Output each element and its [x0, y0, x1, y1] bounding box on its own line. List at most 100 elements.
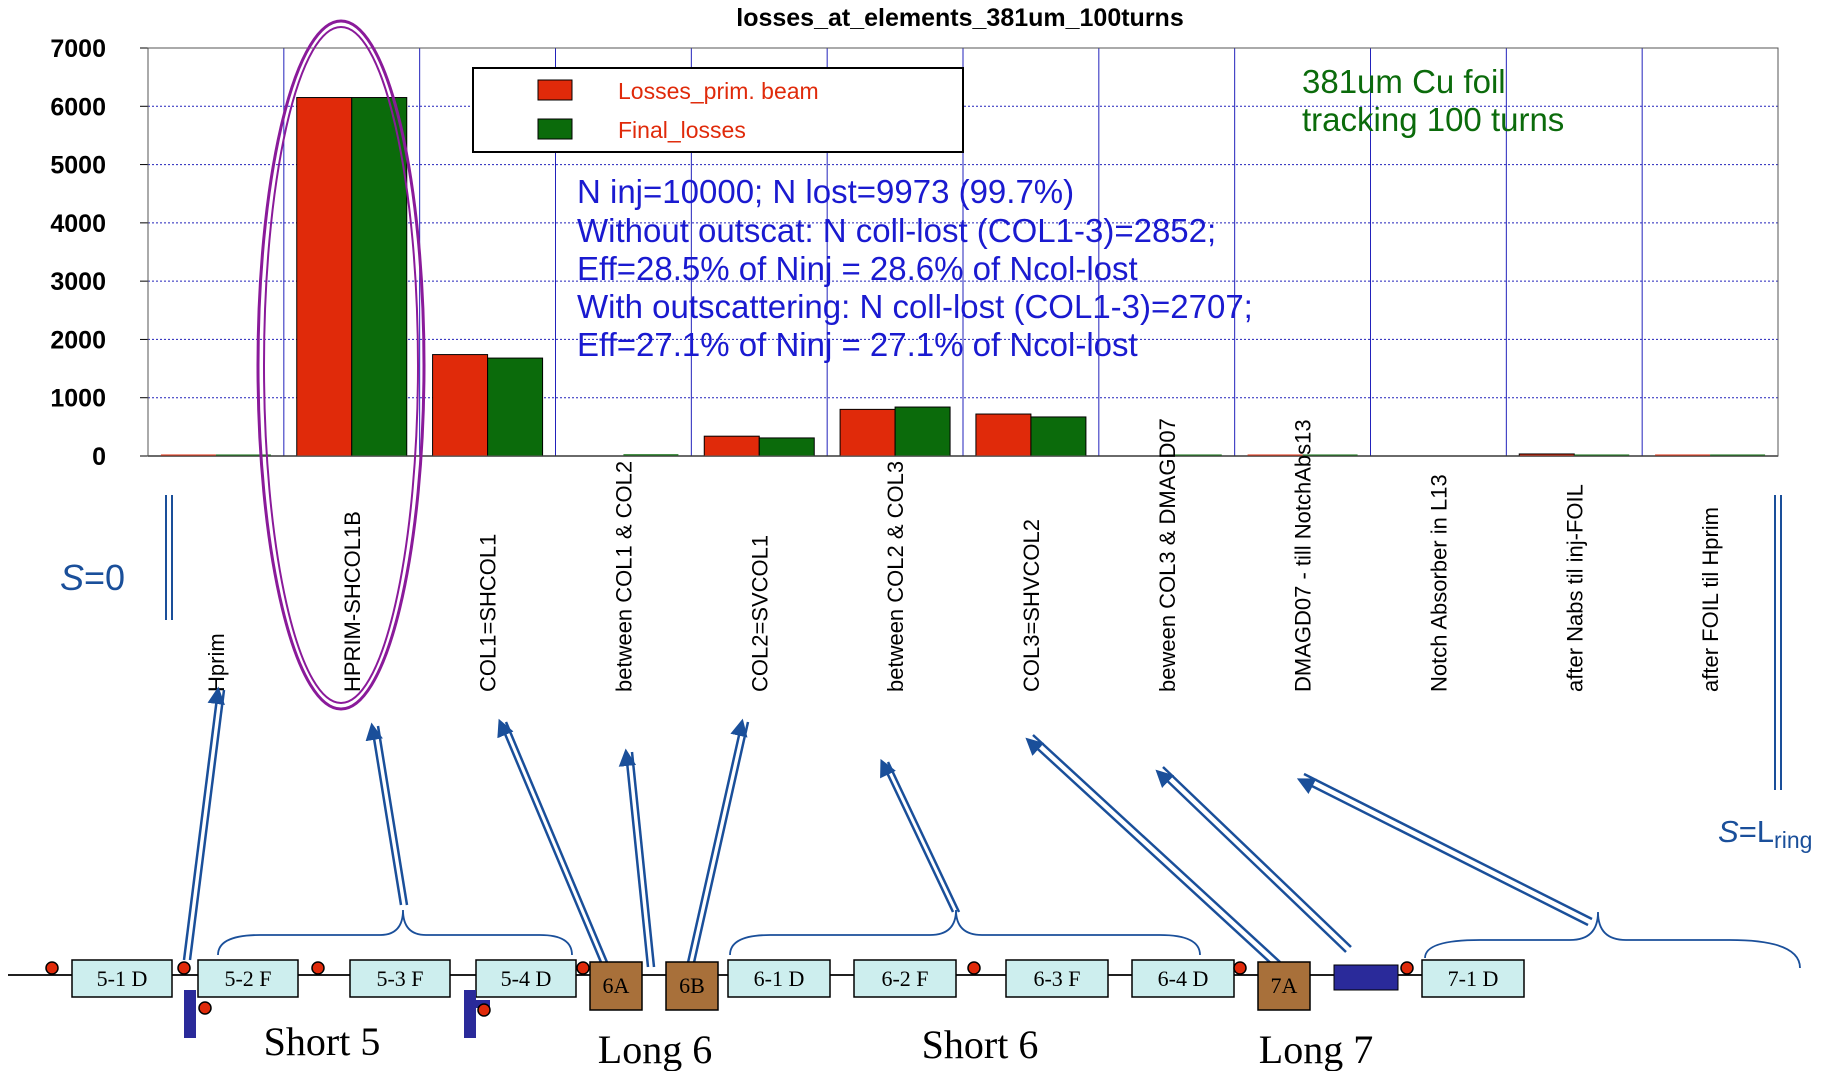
category-label: between COL1 & COL2: [611, 461, 636, 692]
bpm-dot: [311, 961, 325, 975]
arrow-hprim: [182, 686, 225, 961]
bar-final-losses-6: [1030, 416, 1087, 457]
svg-text:5-2 F: 5-2 F: [224, 966, 271, 991]
stats-line-3: Eff=28.5% of Ninj = 28.6% of Ncol-lost: [577, 250, 1138, 287]
stats-line-2: Without outscat: N coll-lost (COL1-3)=28…: [577, 212, 1216, 249]
svg-text:7A: 7A: [1271, 973, 1298, 998]
collimator-6a: 6A: [589, 961, 643, 1011]
highlight-ellipse: [256, 19, 426, 711]
svg-text:6-2 F: 6-2 F: [881, 966, 928, 991]
legend-swatch-series-1: [537, 118, 573, 140]
arrow-short6-b: [886, 761, 961, 913]
bar-losses-prim-beam-2: [432, 354, 489, 457]
category-label: beween COL3 & DMAGD07: [1155, 418, 1180, 692]
foil-annotation-line-1: 381um Cu foil: [1302, 63, 1506, 100]
bpm-dot: [1233, 961, 1247, 975]
arrow-col3-b: [1032, 734, 1281, 963]
legend-swatch-series-0: [537, 79, 573, 101]
bpm-dot: [576, 961, 590, 975]
stats-annotation: N inj=10000; N lost=9973 (99.7%) Without…: [577, 173, 1253, 363]
category-label: after FOIL til Hprim: [1698, 507, 1723, 692]
s-end-label: S=Lring: [1718, 814, 1812, 853]
legend-label-series-0: Losses_prim. beam: [618, 78, 819, 104]
brace-long7: [1424, 911, 1801, 969]
arrow-col2-b: [691, 721, 750, 968]
bar-losses-prim-beam-11: [1655, 454, 1711, 456]
bar-losses-prim-beam-6: [975, 413, 1032, 457]
bpm-dot: [177, 961, 191, 975]
quad-7-1: 7-1 D: [1421, 959, 1525, 998]
quad-5-1: 5-1 D: [71, 959, 173, 998]
svg-text:5-4 D: 5-4 D: [501, 966, 552, 991]
svg-text:7-1 D: 7-1 D: [1448, 966, 1499, 991]
bpm-markers: [45, 961, 1414, 1017]
quad-5-3: 5-3 F: [349, 959, 451, 998]
collimator-7a: 7A: [1257, 961, 1311, 1011]
bar-final-losses-7: [1166, 454, 1222, 456]
bpm-dot: [45, 961, 59, 975]
y-tick-label: 1000: [50, 385, 106, 413]
arrow-col3: [1025, 737, 1276, 968]
arrow-notch: [1155, 769, 1347, 953]
category-label: HPRIM-SHCOL1B: [340, 511, 365, 692]
legend: Losses_prim. beam Final_losses: [472, 67, 964, 153]
bpm-dot: [967, 961, 981, 975]
y-tick-label: 3000: [50, 268, 106, 296]
arrow-short5: [365, 722, 403, 906]
category-label: after Nabs til inj-FOIL: [1562, 484, 1587, 692]
y-tick-label: 6000: [50, 93, 106, 121]
notch-absorber: [1333, 964, 1399, 991]
quad-6-3: 6-3 F: [1005, 959, 1109, 998]
arrow-notch-b: [1162, 766, 1352, 948]
bpm-dot: [198, 1001, 212, 1015]
stats-line-1: N inj=10000; N lost=9973 (99.7%): [577, 173, 1074, 210]
lattice-arrows: [182, 686, 1593, 968]
y-axis: 0 1000 2000 3000 4000 5000 6000 7000: [50, 35, 148, 471]
brace-short6: [729, 909, 1201, 956]
bar-final-losses-3: [623, 454, 679, 456]
foil-annotation-line-2: tracking 100 turns: [1302, 101, 1564, 138]
svg-text:5-1 D: 5-1 D: [97, 966, 148, 991]
foil-block-2-tab: [464, 1000, 490, 1008]
foil-block-2: [464, 990, 476, 1038]
y-tick-label: 7000: [50, 35, 106, 63]
bar-final-losses-4: [758, 437, 815, 457]
legend-label-series-1: Final_losses: [618, 117, 746, 143]
arrow-col1-b: [504, 721, 611, 968]
arrow-col2: [685, 718, 748, 968]
collimator-6b: 6B: [665, 961, 719, 1011]
category-label: COL2=SVCOL1: [747, 535, 772, 692]
s-start-label: S=0: [60, 557, 125, 598]
category-label: between COL2 & COL3: [883, 461, 908, 692]
arrow-between12: [618, 748, 650, 968]
bpm-dot: [477, 1003, 491, 1017]
category-label: Notch Absorber in L13: [1426, 474, 1451, 692]
bar-losses-prim-beam-8: [1247, 454, 1303, 456]
svg-text:5-3 F: 5-3 F: [376, 966, 423, 991]
category-label: COL3=SHVCOL2: [1019, 519, 1044, 692]
plot-area-frame: [147, 47, 1779, 457]
svg-text:6-4 D: 6-4 D: [1158, 966, 1209, 991]
svg-text:6-1 D: 6-1 D: [754, 966, 805, 991]
category-label: COL1=SHCOL1: [476, 534, 501, 692]
arrow-short5-b: [376, 725, 409, 906]
bpm-dot: [1400, 961, 1414, 975]
svg-text:6B: 6B: [679, 973, 705, 998]
section-braces: [217, 909, 1801, 969]
y-tick-label: 0: [92, 443, 106, 471]
quad-6-4: 6-4 D: [1131, 959, 1235, 998]
arrow-long7-b: [1303, 772, 1593, 921]
bar-losses-prim-beam-1: [296, 97, 353, 457]
arrow-col1: [497, 718, 605, 968]
bar-losses-prim-beam-4: [703, 435, 760, 457]
bar-final-losses-1: [351, 97, 408, 457]
svg-text:6-3 F: 6-3 F: [1033, 966, 1080, 991]
bar-final-losses-5: [894, 406, 951, 457]
brace-short5: [217, 909, 573, 956]
bar-losses-prim-beam-0: [160, 454, 216, 456]
bar-final-losses-10: [1574, 454, 1630, 456]
stats-line-5: Eff=27.1% of Ninj = 27.1% of Ncol-lost: [577, 326, 1138, 363]
lattice: 5-1 D 5-2 F 5-3 F 5-4 D 6A 6B 6-1 D 6-2: [45, 959, 1525, 1071]
foil-block-1: [184, 990, 196, 1038]
quad-5-2: 5-2 F: [197, 959, 299, 998]
